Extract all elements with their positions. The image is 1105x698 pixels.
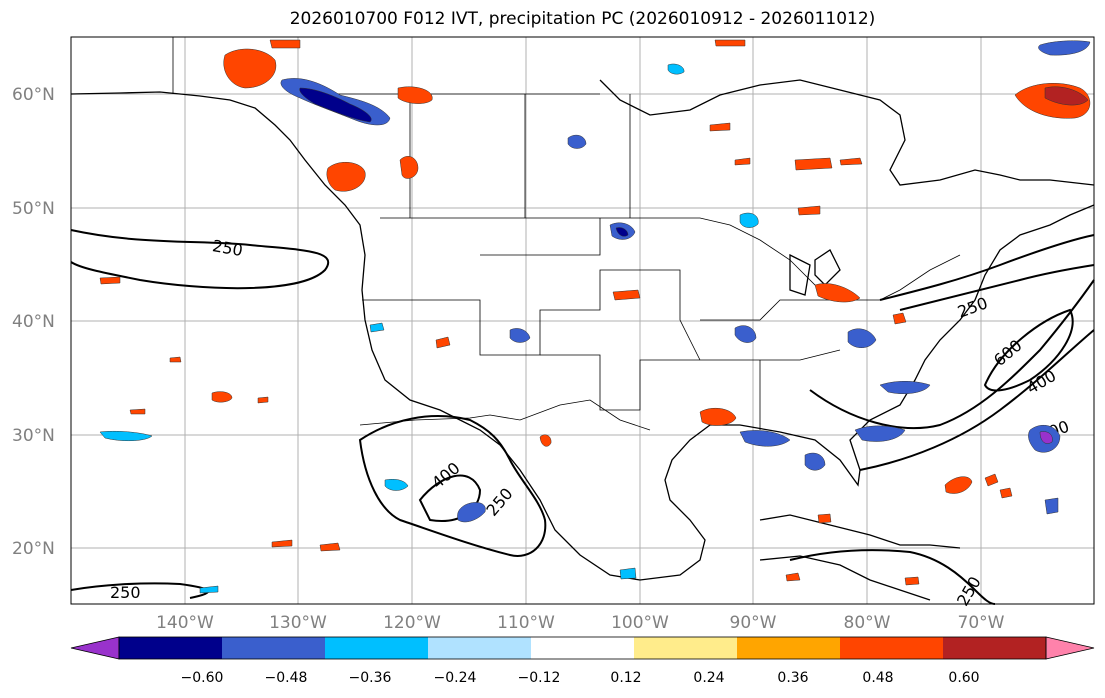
map-frame: [70, 36, 1095, 605]
colorbar-tick-label: 0.12: [610, 670, 641, 686]
colorbar-segment: [325, 637, 429, 659]
colorbar-segment: [531, 637, 635, 659]
precip-positive-areas: [99, 39, 1091, 586]
coastlines: [70, 79, 1095, 601]
lat-label: 20°N: [12, 539, 55, 559]
contour-label: 250: [110, 583, 141, 602]
colorbar-tick-label: 0.48: [862, 670, 893, 686]
precip-negative-areas: [99, 40, 1091, 594]
colorbar-tick-label: −0.24: [434, 670, 477, 686]
lat-label: 50°N: [12, 199, 55, 219]
lon-label: 100°W: [611, 613, 669, 633]
colorbar-segment: [119, 637, 223, 659]
colorbar-tick-label: −0.60: [181, 670, 224, 686]
colorbar-tick-label: 0.24: [693, 670, 724, 686]
colorbar-extend-low: [70, 636, 120, 660]
lat-label: 30°N: [12, 426, 55, 446]
colorbar-segment: [840, 637, 944, 659]
colorbar-segment: [428, 637, 532, 659]
colorbar-extend-high: [1045, 636, 1095, 660]
ivt-contours: [70, 229, 1095, 605]
colorbar-ticks: −0.60 −0.48 −0.36 −0.24 −0.12 0.12 0.24 …: [181, 670, 980, 686]
lat-label: 40°N: [12, 312, 55, 332]
plot-title: 2026010700 F012 IVT, precipitation PC (2…: [289, 9, 876, 29]
colorbar-tick-label: −0.48: [265, 670, 308, 686]
lat-labels: 60°N 50°N 40°N 30°N 20°N: [12, 85, 55, 559]
lon-label: 90°W: [730, 613, 777, 633]
colorbar: [70, 636, 1095, 660]
lat-label: 60°N: [12, 85, 55, 105]
colorbar-tick-label: 0.60: [948, 670, 979, 686]
colorbar-tick-label: −0.12: [518, 670, 561, 686]
colorbar-outline: [118, 636, 1047, 660]
colorbar-segment: [634, 637, 738, 659]
colorbar-segment: [737, 637, 841, 659]
lon-labels: 140°W 130°W 120°W 110°W 100°W 90°W 80°W …: [156, 613, 1005, 633]
lon-label: 80°W: [844, 613, 891, 633]
colorbar-tick-label: 0.36: [777, 670, 808, 686]
lon-label: 120°W: [383, 613, 441, 633]
colorbar-tick-label: −0.36: [349, 670, 392, 686]
lon-label: 70°W: [958, 613, 1005, 633]
lon-label: 130°W: [269, 613, 327, 633]
colorbar-segment: [943, 637, 1047, 659]
lon-label: 110°W: [497, 613, 555, 633]
lon-label: 140°W: [156, 613, 214, 633]
colorbar-segment: [222, 637, 326, 659]
